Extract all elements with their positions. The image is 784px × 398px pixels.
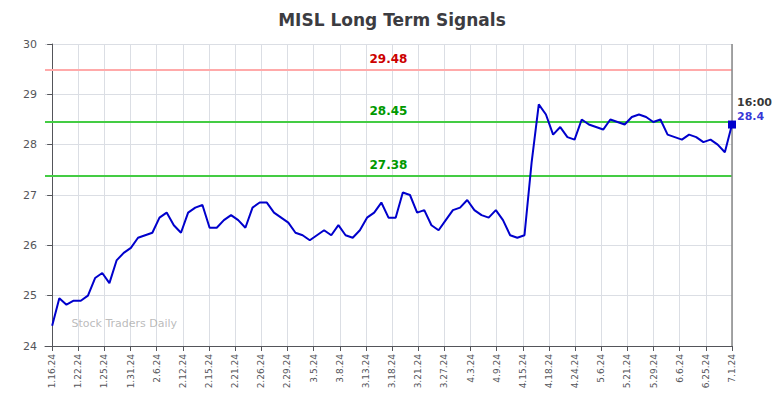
svg-text:2.6.24: 2.6.24 [152,354,162,383]
svg-text:7.1.24: 7.1.24 [727,354,737,383]
svg-text:28: 28 [23,138,37,151]
svg-text:27: 27 [23,189,37,202]
svg-text:4.18.24: 4.18.24 [544,354,554,389]
svg-text:1.31.24: 1.31.24 [126,354,136,389]
svg-text:4.9.24: 4.9.24 [492,354,502,383]
svg-text:29: 29 [23,88,37,101]
svg-text:4.3.24: 4.3.24 [466,354,476,383]
svg-text:6.6.24: 6.6.24 [675,354,685,383]
svg-text:3.8.24: 3.8.24 [335,354,345,383]
svg-text:25: 25 [23,289,37,302]
svg-text:1.16.24: 1.16.24 [47,354,57,389]
svg-text:29.48: 29.48 [370,52,408,66]
svg-text:27.38: 27.38 [370,158,408,172]
svg-text:26: 26 [23,239,37,252]
svg-text:2.26.24: 2.26.24 [256,354,266,389]
svg-text:5.6.24: 5.6.24 [596,354,606,383]
svg-text:4.24.24: 4.24.24 [570,354,580,389]
svg-text:5.29.24: 5.29.24 [649,354,659,389]
svg-text:3.27.24: 3.27.24 [439,354,449,389]
svg-text:6.25.24: 6.25.24 [701,354,711,389]
svg-text:Stock Traders Daily: Stock Traders Daily [71,317,177,330]
svg-text:2.29.24: 2.29.24 [282,354,292,389]
svg-text:3.21.24: 3.21.24 [413,354,423,389]
svg-text:3.13.24: 3.13.24 [361,354,371,389]
svg-text:3.18.24: 3.18.24 [387,354,397,389]
svg-text:MISL Long Term Signals: MISL Long Term Signals [278,10,506,30]
svg-text:1.25.24: 1.25.24 [99,354,109,389]
svg-text:16:00: 16:00 [737,96,772,109]
svg-text:28.45: 28.45 [370,104,408,118]
svg-text:2.21.24: 2.21.24 [230,354,240,389]
svg-text:28.4: 28.4 [737,110,764,123]
svg-text:2.15.24: 2.15.24 [204,354,214,389]
svg-text:24: 24 [23,340,37,353]
svg-text:4.15.24: 4.15.24 [518,354,528,389]
svg-text:2.12.24: 2.12.24 [178,354,188,389]
svg-text:5.21.24: 5.21.24 [622,354,632,389]
svg-text:1.22.24: 1.22.24 [73,354,83,389]
svg-text:3.5.24: 3.5.24 [309,354,319,383]
svg-text:30: 30 [23,38,37,51]
